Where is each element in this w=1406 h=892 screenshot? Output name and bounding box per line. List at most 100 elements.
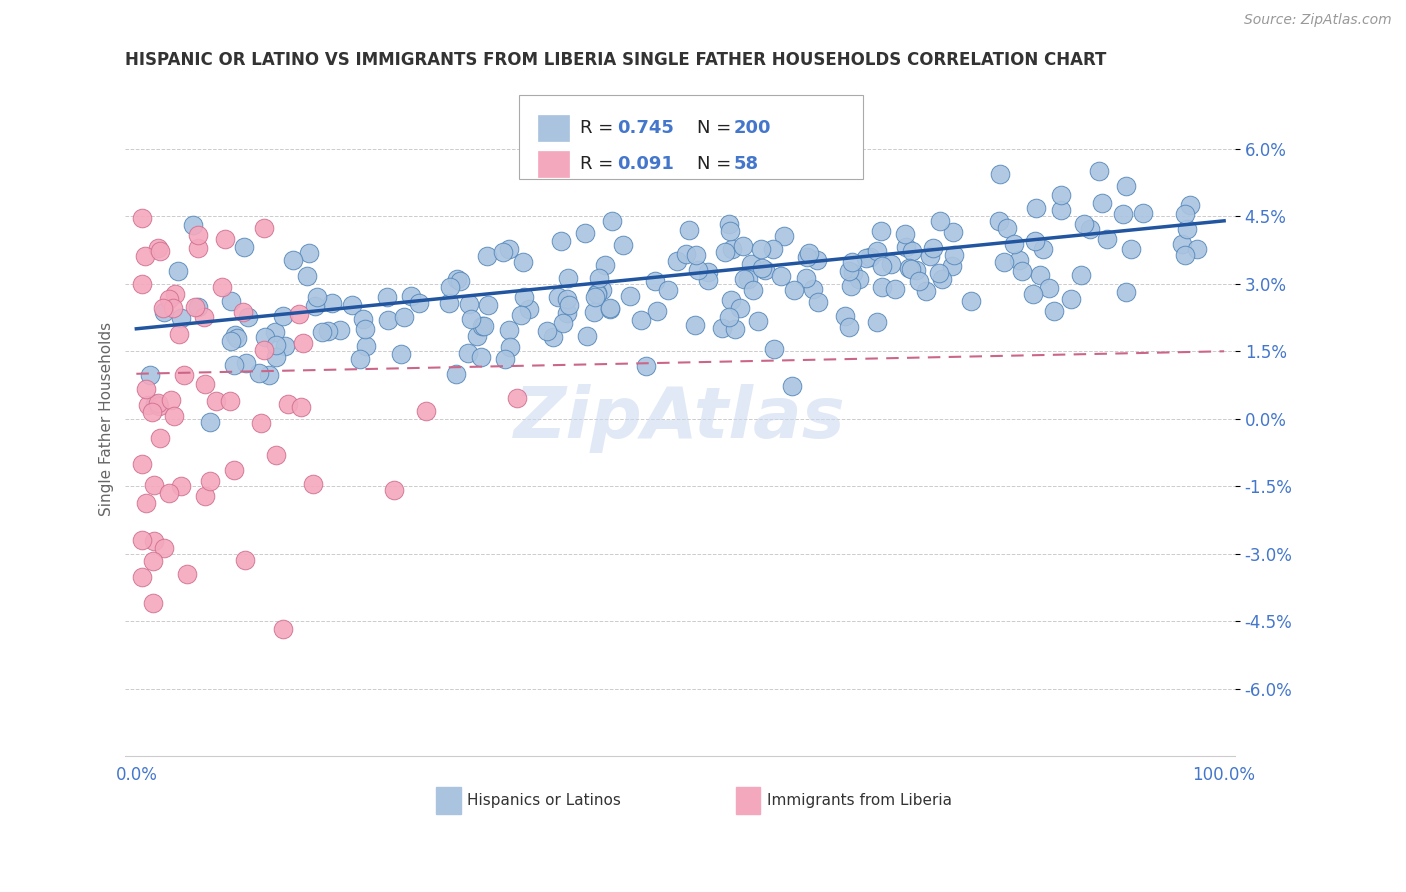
Point xyxy=(900,244,922,258)
Point xyxy=(742,283,765,297)
Point xyxy=(187,300,209,314)
Point xyxy=(842,266,865,280)
Point xyxy=(801,282,824,296)
Point xyxy=(1097,231,1119,245)
Point xyxy=(783,283,806,297)
Point xyxy=(131,211,153,225)
Point xyxy=(492,244,515,259)
Point xyxy=(353,322,375,336)
Point xyxy=(1038,281,1060,295)
Point xyxy=(253,330,276,344)
Point xyxy=(170,311,193,326)
Point xyxy=(697,265,720,279)
Point xyxy=(389,347,412,361)
Point xyxy=(162,301,184,316)
Point xyxy=(211,280,233,294)
Point xyxy=(494,352,516,367)
Bar xyxy=(538,115,569,141)
Point xyxy=(271,622,294,636)
Point xyxy=(995,221,1018,235)
Point xyxy=(264,449,287,463)
Point xyxy=(471,319,494,334)
Point xyxy=(157,292,180,306)
Point xyxy=(1171,236,1194,251)
Point xyxy=(591,283,613,297)
Point xyxy=(859,250,882,264)
Point xyxy=(880,257,903,271)
Point xyxy=(311,325,333,339)
Point xyxy=(730,301,752,315)
Point xyxy=(394,310,416,325)
Point xyxy=(382,483,405,498)
Point xyxy=(408,295,430,310)
Point xyxy=(717,217,740,231)
Point xyxy=(797,245,820,260)
Point xyxy=(295,269,318,284)
Point xyxy=(252,343,274,357)
Point xyxy=(893,227,915,241)
Point xyxy=(153,305,176,319)
Point xyxy=(277,397,299,411)
Point xyxy=(960,294,983,309)
Point xyxy=(685,318,707,333)
Point xyxy=(870,259,893,273)
Point xyxy=(1043,304,1066,318)
Point xyxy=(733,271,755,285)
Point xyxy=(943,248,966,262)
Point xyxy=(457,296,479,310)
Text: 58: 58 xyxy=(734,155,759,173)
Point xyxy=(724,321,747,335)
Point xyxy=(636,359,658,373)
Point xyxy=(848,271,870,285)
Point xyxy=(834,309,856,323)
Point xyxy=(264,337,287,351)
Point xyxy=(298,246,321,260)
Point xyxy=(131,569,153,583)
Point xyxy=(1078,222,1101,236)
Point xyxy=(253,220,276,235)
Point xyxy=(1008,252,1031,267)
Point xyxy=(148,400,170,414)
Point xyxy=(287,307,309,321)
Point xyxy=(841,254,863,268)
Point xyxy=(737,272,759,286)
Point xyxy=(1049,187,1071,202)
Point xyxy=(167,263,190,277)
Point xyxy=(941,259,963,273)
Point xyxy=(1024,234,1046,248)
Point xyxy=(555,306,578,320)
Point xyxy=(839,278,862,293)
Point xyxy=(898,260,921,275)
Point xyxy=(232,305,254,319)
Point xyxy=(1091,196,1114,211)
Point xyxy=(1175,222,1198,236)
Point xyxy=(866,315,889,329)
Point xyxy=(718,310,741,324)
Point xyxy=(1060,292,1083,306)
Point xyxy=(187,241,209,255)
Point xyxy=(131,277,153,291)
Point xyxy=(931,271,953,285)
Point xyxy=(1174,248,1197,262)
Point xyxy=(907,274,929,288)
Point xyxy=(747,314,769,328)
Point xyxy=(148,395,170,409)
Point xyxy=(942,225,965,239)
Point xyxy=(340,298,363,312)
Point xyxy=(928,266,950,280)
Text: R =: R = xyxy=(581,119,620,136)
Point xyxy=(218,393,240,408)
Point xyxy=(222,358,245,372)
Point xyxy=(143,397,166,411)
Point xyxy=(1070,268,1092,282)
Point xyxy=(375,290,398,304)
Point xyxy=(263,326,285,340)
Point xyxy=(550,235,572,249)
Point xyxy=(915,285,938,299)
Point xyxy=(477,298,499,312)
Point xyxy=(444,367,467,381)
Point xyxy=(446,272,468,286)
Point xyxy=(870,224,893,238)
Point xyxy=(796,250,818,264)
Point xyxy=(142,554,165,568)
